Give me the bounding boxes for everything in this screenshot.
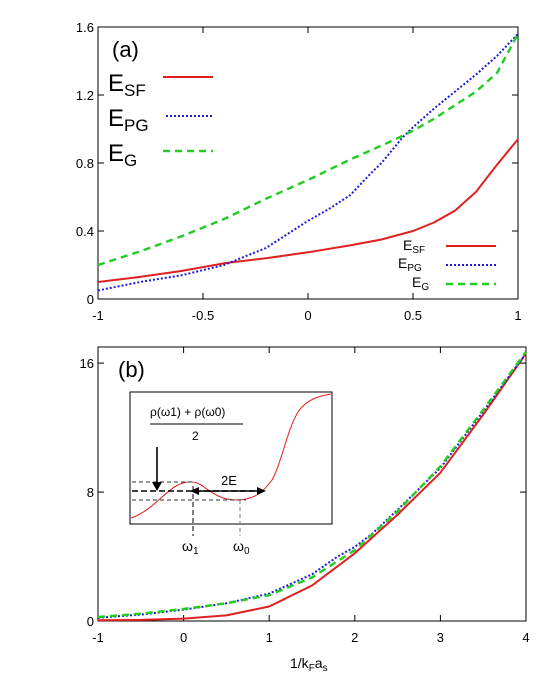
panel-a-frame: [97, 26, 519, 300]
inset-span-label: 2E: [221, 473, 237, 488]
legend-big-pg-text: EPG: [108, 105, 149, 135]
legend-small-g-text: EG: [412, 274, 429, 293]
inset-omega1-label: ω1: [182, 538, 199, 557]
legend-big-g-text: EG: [108, 140, 137, 170]
legend-small-sf-text: ESF: [403, 237, 425, 256]
legend-small-pg-text: EPG: [398, 255, 422, 274]
panel-b-xtick-label: 0: [180, 630, 187, 645]
panel-b-xtick-label: 2: [351, 630, 358, 645]
panel-b-xtick-label: 1: [266, 630, 273, 645]
panel-a-xtick-label: -1: [92, 308, 104, 323]
panel-b-ytick-label: 16: [80, 356, 94, 371]
panel-a-small-legend: ESF EPG EG: [398, 237, 496, 293]
legend-big-sf-text: ESF: [108, 70, 146, 100]
panel-a-ytick-label: 1.2: [76, 88, 94, 103]
panel-b-xlabel: 1/kFas: [290, 655, 328, 674]
inset-formula-denominator: 2: [192, 429, 199, 443]
panel-b-label: (b): [118, 357, 145, 382]
inset-down-arrow-head: [152, 482, 162, 491]
panel-a-xtick-label: 0: [304, 308, 311, 323]
panel-b-xtick-label: -1: [92, 630, 104, 645]
panel-a-big-legend: ESF EPG EG: [108, 70, 214, 170]
panel-a-ticks: -1 -0.5 0 0.5 1 0 0.4 0.8 1.2 1.6: [76, 20, 522, 323]
inset-span-arrow-right: [257, 487, 266, 495]
panel-a-series-g: [97, 33, 520, 267]
panel-a-ytick-label: 0.8: [76, 156, 94, 171]
panel-a-ytick-label: 0.4: [76, 224, 94, 239]
panel-b-ytick-label: 0: [87, 614, 94, 629]
panel-a-series-pg: [97, 33, 519, 292]
inset-omega0-label: ω0: [233, 538, 250, 557]
panel-b-series-g: [97, 351, 527, 619]
panel-b-xtick-label: 3: [437, 630, 444, 645]
inset-span-arrow-left: [190, 487, 199, 495]
inset-frame: [129, 391, 333, 525]
panel-a-series-sf: [97, 138, 519, 283]
inset-curve: [130, 393, 332, 519]
panel-a-label: (a): [112, 37, 139, 62]
panel-a-xtick-label: 1: [514, 308, 521, 323]
panel-a-xtick-label: 0.5: [404, 308, 422, 323]
panel-a: -1 -0.5 0 0.5 100.40.81.21.6 (a) ESF EPG EG …: [76, 20, 522, 323]
panel-b-ytick-label: 8: [87, 485, 94, 500]
panel-b-frame: [97, 346, 527, 622]
panel-a-ytick-label: 0: [87, 292, 94, 307]
panel-a-ytick-label: 1.6: [76, 20, 94, 35]
panel-b-series-sf: [97, 352, 527, 622]
inset-diagram: ρ(ω1) + ρ(ω0) 2 2E ω1 ω0: [129, 391, 333, 557]
panel-a-xtick-label: -0.5: [192, 308, 214, 323]
panel-a-series: [97, 33, 520, 292]
inset-formula-numerator: ρ(ω1) + ρ(ω0): [150, 405, 225, 419]
panel-b-series: [97, 351, 527, 622]
panel-b-xtick-label: 4: [522, 630, 529, 645]
